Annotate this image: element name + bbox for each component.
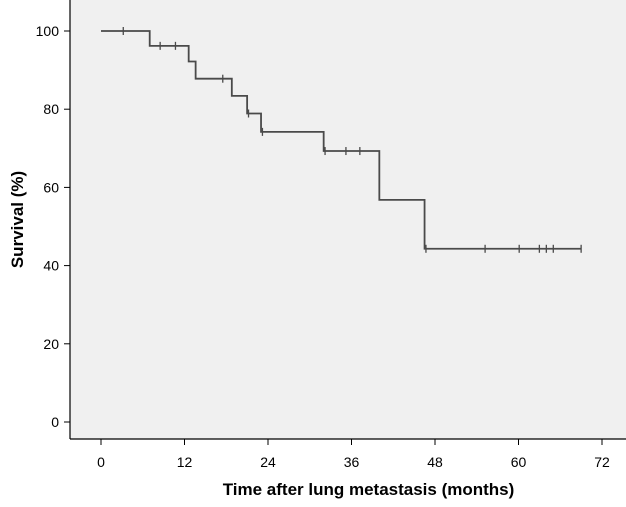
y-tick-label: 60 — [43, 179, 59, 195]
y-tick-label: 40 — [43, 258, 59, 274]
y-tick-label: 100 — [36, 23, 60, 39]
x-tick-label: 12 — [177, 454, 193, 470]
x-tick-label: 72 — [594, 454, 610, 470]
y-tick-label: 20 — [43, 336, 59, 352]
axes: 0 20 40 60 80 100 0 12 24 36 48 60 72 — [36, 0, 626, 470]
survival-curve — [101, 30, 582, 250]
y-tick-label: 0 — [51, 414, 59, 430]
censor-marks — [122, 27, 582, 253]
survival-step-line — [101, 30, 582, 250]
x-tick-label: 48 — [427, 454, 443, 470]
y-tick-label: 80 — [43, 101, 59, 117]
x-axis-label: Time after lung metastasis (months) — [223, 480, 515, 499]
y-axis-label: Survival (%) — [8, 171, 27, 268]
plot-area — [70, 0, 626, 439]
x-tick-label: 24 — [260, 454, 276, 470]
x-tick-label: 0 — [97, 454, 105, 470]
x-tick-label: 36 — [344, 454, 360, 470]
x-tick-label: 60 — [511, 454, 527, 470]
